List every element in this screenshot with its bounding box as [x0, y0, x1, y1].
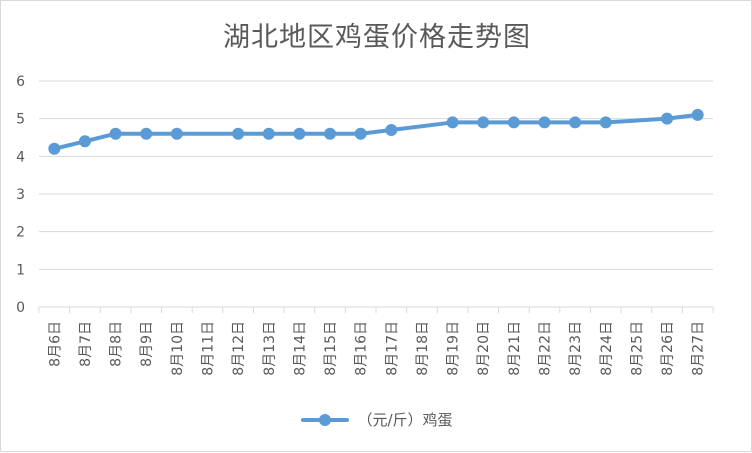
- x-tick-label: 8月11日: [201, 321, 217, 376]
- x-tick-label: 8月22日: [538, 321, 554, 376]
- y-tick-label: 2: [16, 225, 25, 241]
- x-tick-label: 8月19日: [446, 321, 462, 376]
- data-point: [385, 123, 398, 136]
- data-point: [661, 112, 674, 125]
- y-tick-label: 6: [16, 74, 25, 90]
- x-tick-label: 8月6日: [47, 321, 63, 367]
- x-tick-label: 8月17日: [384, 321, 400, 376]
- legend-label: （元/斤）鸡蛋: [357, 411, 453, 429]
- y-tick-label: 5: [16, 112, 25, 128]
- x-tick-label: 8月9日: [139, 321, 155, 367]
- data-point: [324, 127, 337, 140]
- y-tick-label: 0: [16, 300, 25, 316]
- x-tick-label: 8月13日: [262, 321, 278, 376]
- y-tick-label: 3: [16, 187, 25, 203]
- x-tick-label: 8月21日: [507, 321, 523, 376]
- data-point: [78, 135, 91, 148]
- x-tick-label: 8月20日: [476, 321, 492, 376]
- data-point: [48, 142, 61, 155]
- x-tick-label: 8月26日: [660, 321, 676, 376]
- x-tick-label: 8月16日: [354, 321, 370, 376]
- x-tick-label: 8月18日: [415, 321, 431, 376]
- data-point: [262, 127, 275, 140]
- data-point: [446, 116, 459, 129]
- data-point: [109, 127, 122, 140]
- x-tick-label: 8月15日: [323, 321, 339, 376]
- data-point: [538, 116, 551, 129]
- data-point: [507, 116, 520, 129]
- x-tick-label: 8月25日: [629, 321, 645, 376]
- data-point: [691, 108, 704, 121]
- data-point: [477, 116, 490, 129]
- data-point: [170, 127, 183, 140]
- x-tick-label: 8月27日: [691, 321, 707, 376]
- legend: （元/斤）鸡蛋: [1, 409, 752, 434]
- x-tick-label: 8月7日: [78, 321, 94, 367]
- data-point: [599, 116, 612, 129]
- x-tick-label: 8月24日: [599, 321, 615, 376]
- x-tick-label: 8月8日: [109, 321, 125, 367]
- data-point: [569, 116, 582, 129]
- x-tick-label: 8月14日: [292, 321, 308, 376]
- x-tick-label: 8月23日: [568, 321, 584, 376]
- data-point: [232, 127, 245, 140]
- x-tick-label: 8月10日: [170, 321, 186, 376]
- x-tick-label: 8月12日: [231, 321, 247, 376]
- data-point: [293, 127, 306, 140]
- data-point: [140, 127, 153, 140]
- y-tick-label: 4: [16, 149, 25, 165]
- y-tick-label: 1: [16, 262, 25, 278]
- data-point: [354, 127, 367, 140]
- legend-swatch: [301, 413, 350, 426]
- chart-title: 湖北地区鸡蛋价格走势图: [223, 22, 531, 53]
